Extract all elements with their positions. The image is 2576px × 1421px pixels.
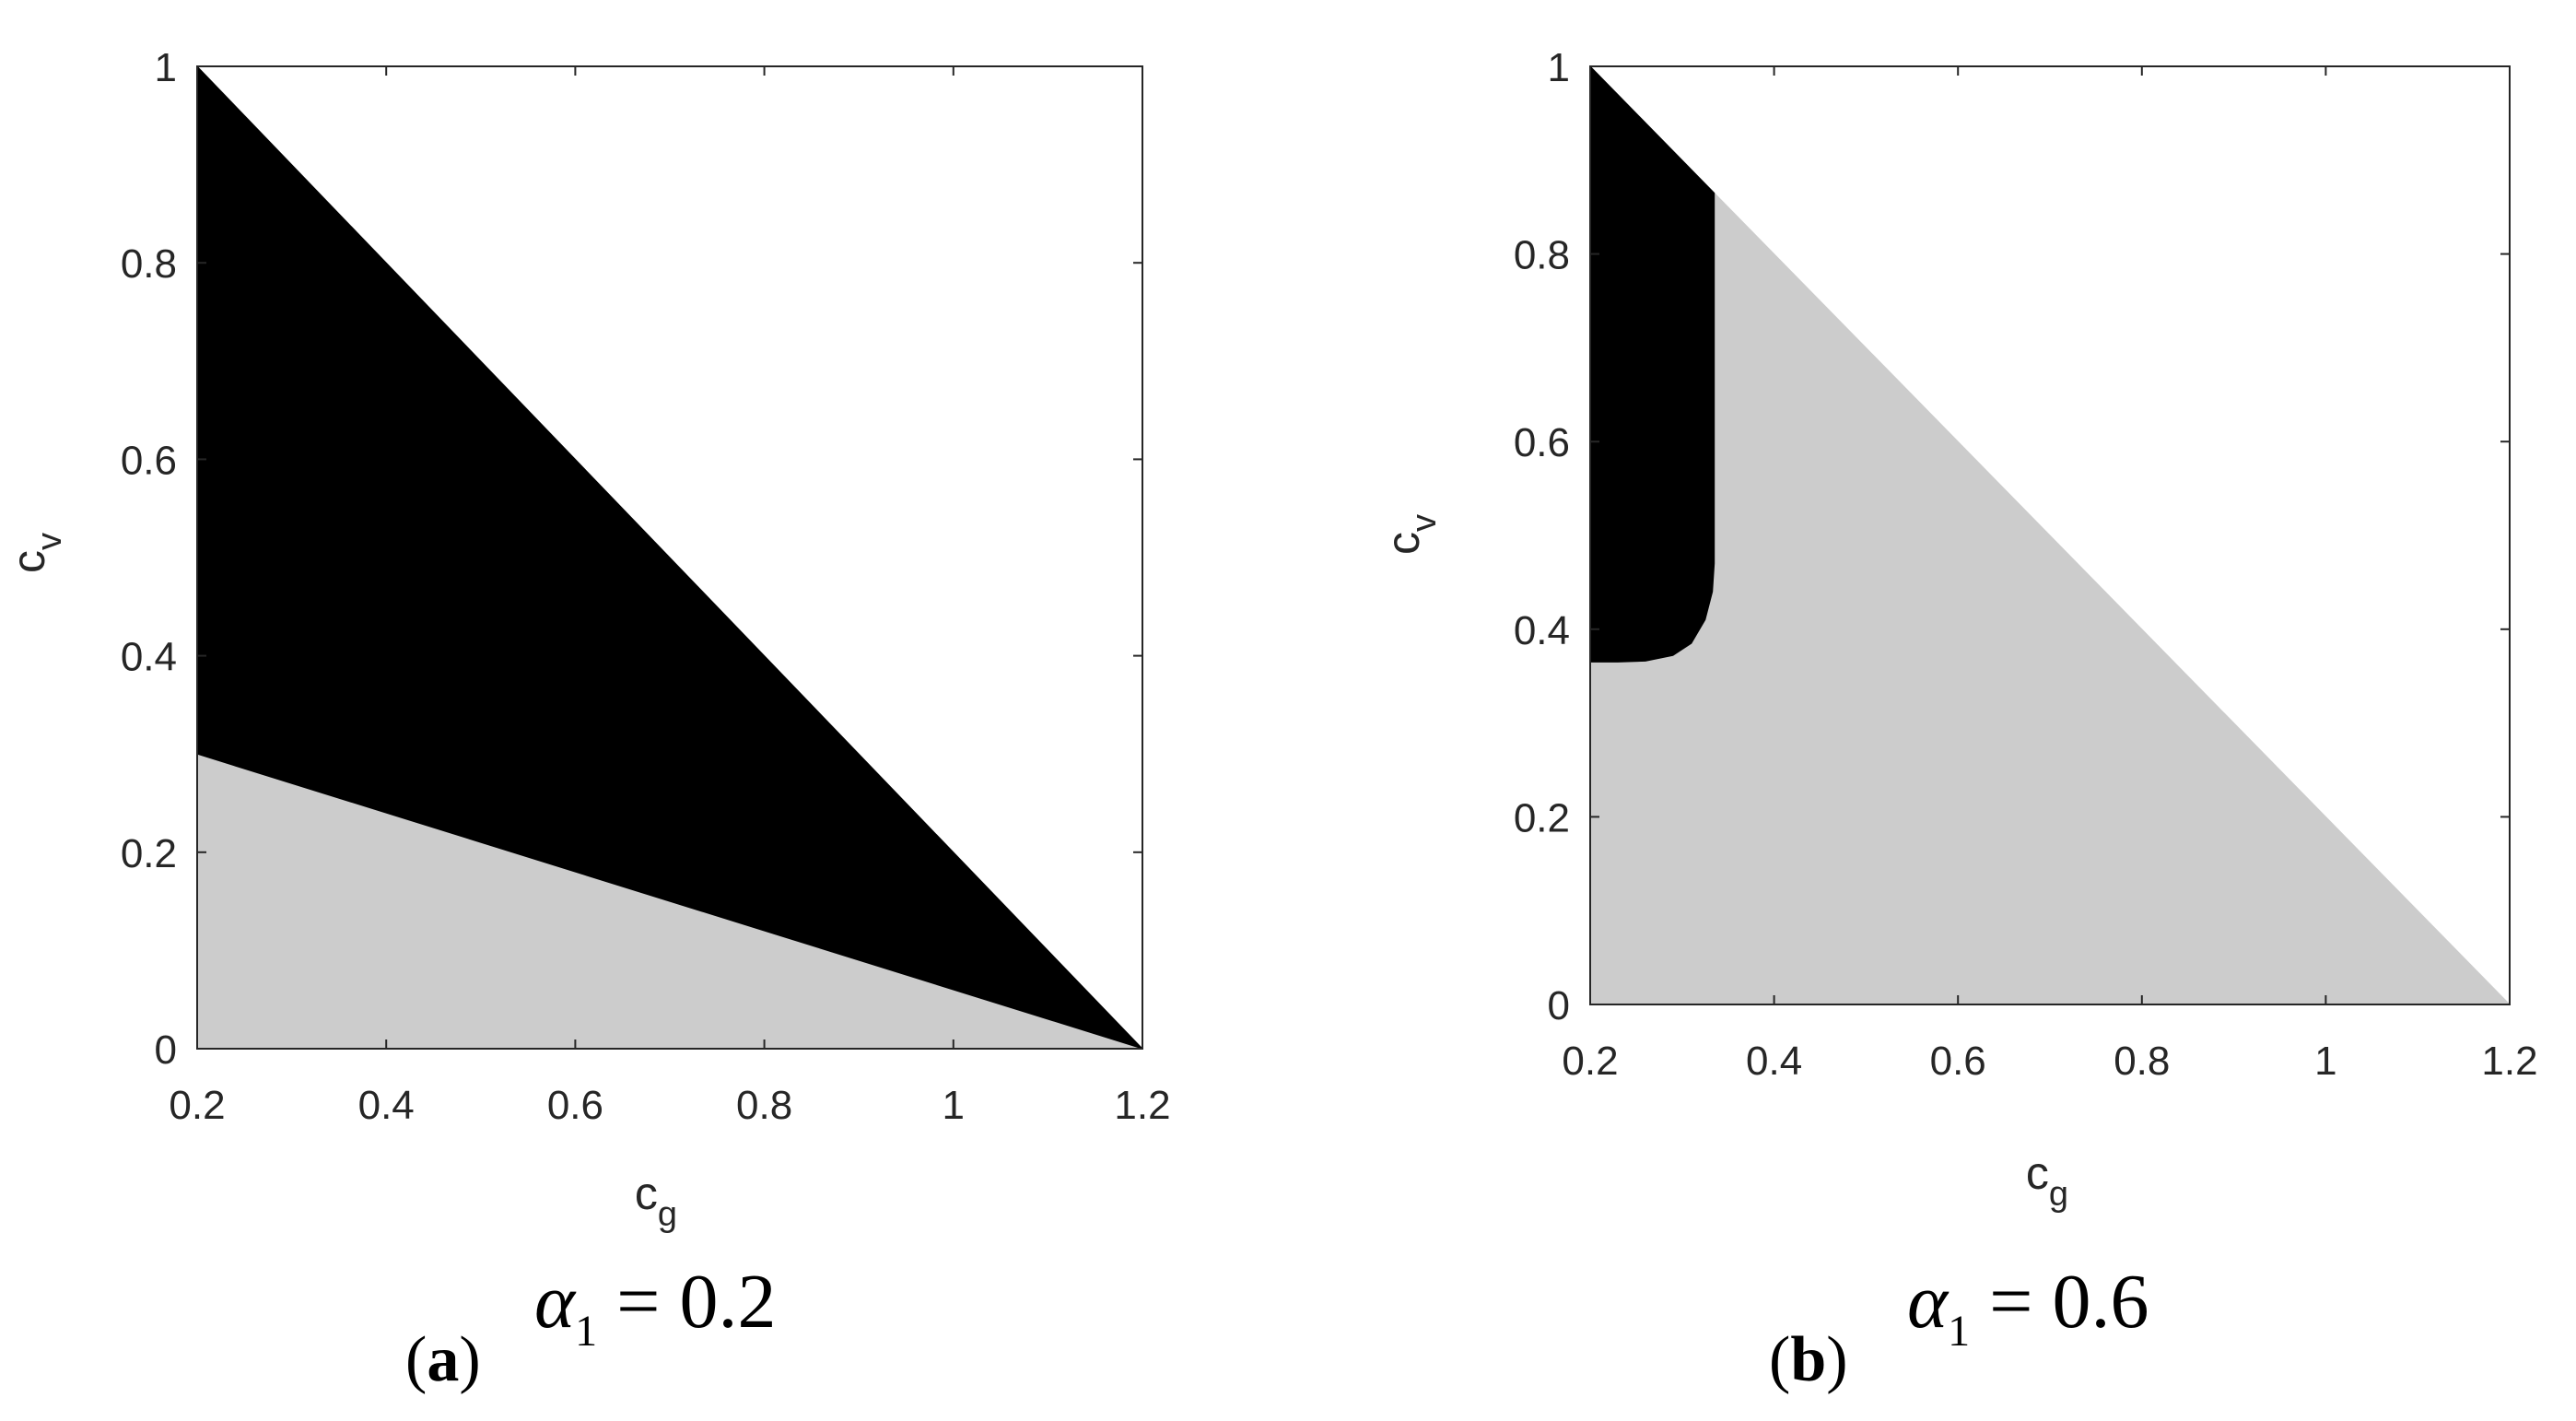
panel-b: 0.2 0.4 0.6 0.8 1 1.2 0 0.2 0.4 0.6 0.8 1 cg cv (b) α1 …	[1377, 45, 2538, 1395]
y-tick-label: 0.6	[1514, 420, 1570, 465]
y-axis-label: cv	[1377, 514, 1444, 555]
y-tick-label: 0.8	[1514, 233, 1570, 278]
region-dark	[1589, 65, 1715, 663]
axes-box	[196, 65, 1143, 1050]
alpha-equation: α1 = 0.2	[534, 1259, 776, 1356]
y-tick-label: 1	[1548, 45, 1570, 90]
x-tick-label: 0.2	[1562, 1039, 1618, 1084]
x-axis-label: cg	[635, 1168, 677, 1234]
panel-caption: (b)	[1769, 1324, 1848, 1395]
x-tick-label: 1	[2314, 1039, 2336, 1084]
x-tick-label: 1.2	[1114, 1083, 1170, 1128]
panel-a: 0.2 0.4 0.6 0.8 1 1.2 0 0.2 0.4 0.6 0.8 1 cg cv (a) α1 …	[3, 45, 1171, 1395]
y-tick-label: 0.6	[121, 438, 177, 483]
x-tick-label: 1	[943, 1083, 965, 1128]
panel-caption: (a)	[405, 1324, 481, 1395]
x-tick-label: 0.8	[736, 1083, 792, 1128]
alpha-equation: α1 = 0.6	[1907, 1259, 2149, 1356]
x-tick-label: 0.6	[1930, 1039, 1986, 1084]
y-tick-label: 0.4	[1514, 608, 1570, 653]
y-tick-label: 0.2	[1514, 795, 1570, 840]
y-tick-label: 0.2	[121, 831, 177, 876]
y-tick-label: 0.4	[121, 635, 177, 680]
x-tick-label: 0.2	[169, 1083, 225, 1128]
x-axis-label: cg	[2026, 1147, 2068, 1214]
x-tick-label: 1.2	[2481, 1039, 2537, 1084]
x-tick-label: 0.4	[358, 1083, 415, 1128]
x-tick-label: 0.4	[1746, 1039, 1802, 1084]
y-tick-label: 0	[1548, 983, 1570, 1028]
y-tick-label: 0.8	[121, 241, 177, 287]
y-tick-label: 0	[155, 1028, 177, 1073]
y-axis-label: cv	[3, 533, 69, 573]
axes-box	[1589, 65, 2511, 1005]
x-tick-label: 0.8	[2113, 1039, 2170, 1084]
x-tick-label: 0.6	[547, 1083, 603, 1128]
y-tick-label: 1	[155, 45, 177, 90]
